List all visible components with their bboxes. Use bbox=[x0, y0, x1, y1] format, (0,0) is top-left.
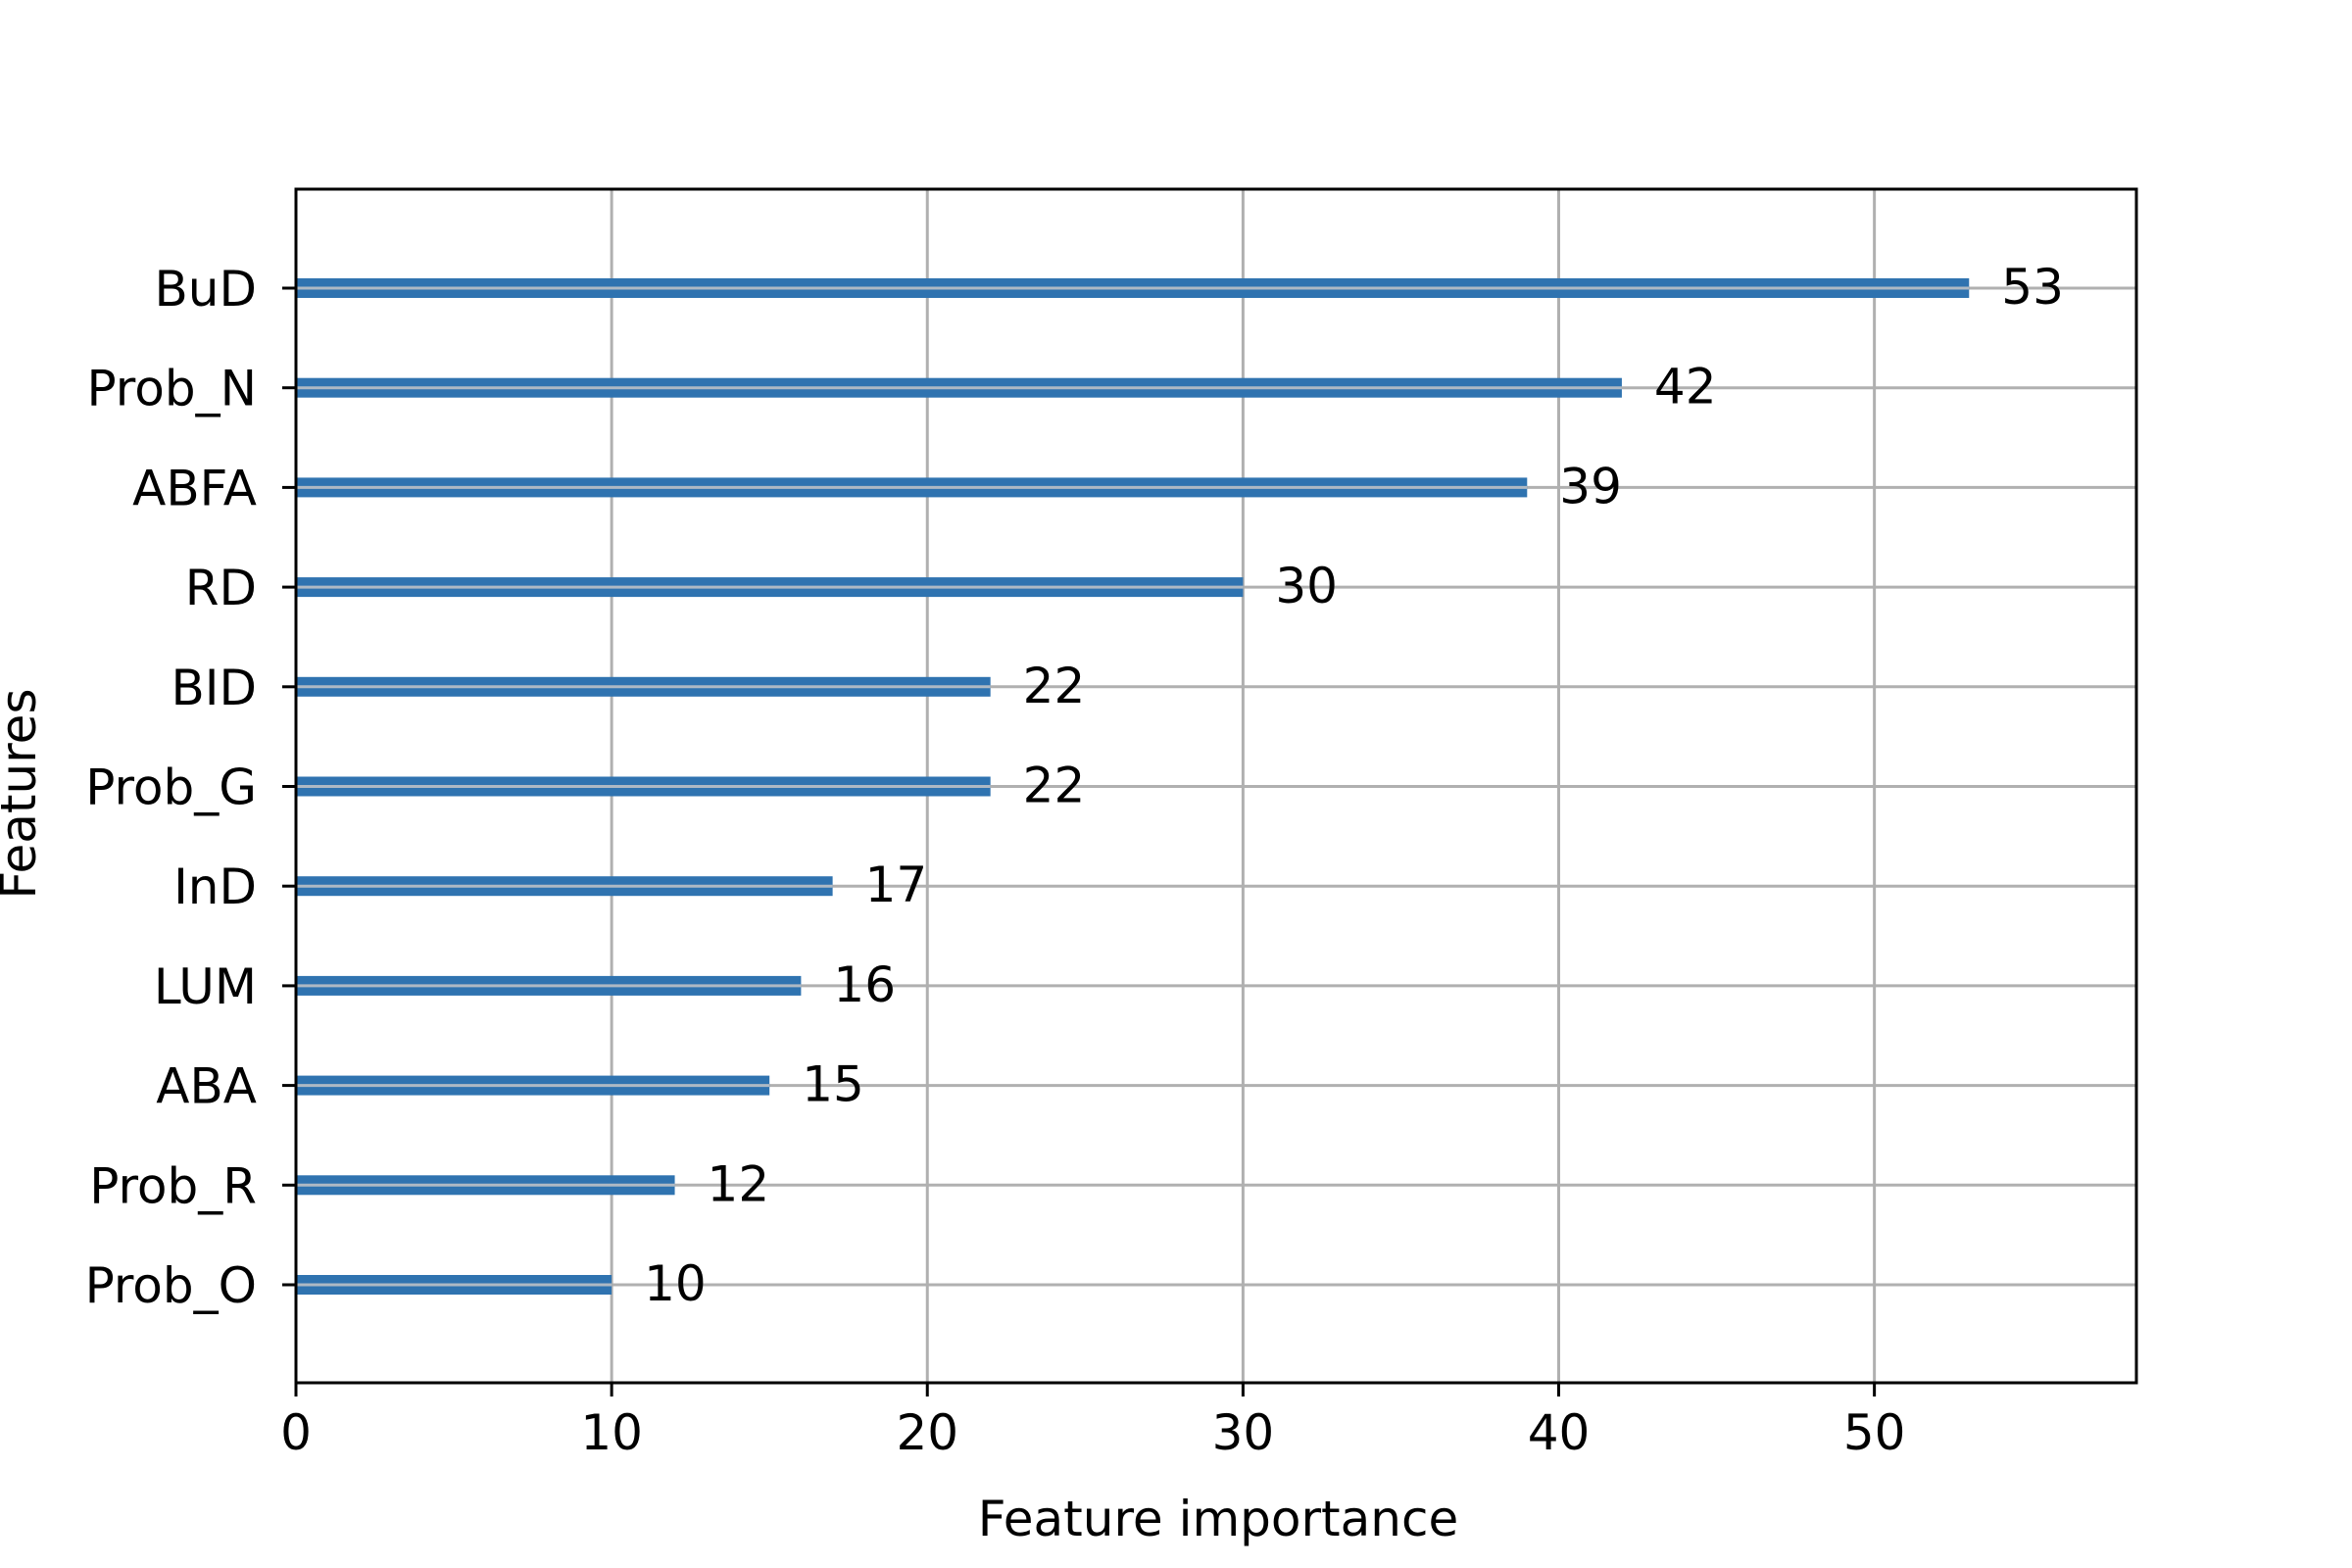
y-tick-label: ABFA bbox=[132, 460, 257, 516]
data-label: 16 bbox=[833, 956, 896, 1013]
y-tick-label: RD bbox=[185, 560, 257, 616]
x-tick-label: 40 bbox=[1528, 1404, 1591, 1461]
data-label: 39 bbox=[1559, 458, 1622, 514]
y-tick-label: Prob_N bbox=[87, 361, 257, 417]
data-label: 53 bbox=[2001, 259, 2064, 316]
x-tick-label: 50 bbox=[1843, 1404, 1906, 1461]
data-label: 22 bbox=[1023, 758, 1086, 814]
y-tick-label: ABA bbox=[156, 1058, 257, 1115]
y-tick-label: LUM bbox=[154, 958, 257, 1015]
y-tick-label: Prob_O bbox=[85, 1257, 257, 1314]
x-tick-label: 30 bbox=[1212, 1404, 1275, 1461]
x-tick-label: 20 bbox=[896, 1404, 958, 1461]
data-label: 22 bbox=[1023, 658, 1086, 714]
x-tick-label: 0 bbox=[280, 1404, 312, 1461]
data-label: 10 bbox=[644, 1255, 707, 1312]
x-tick-label: 10 bbox=[580, 1404, 643, 1461]
y-tick-label: Prob_R bbox=[89, 1157, 257, 1214]
data-label: 17 bbox=[865, 857, 928, 913]
y-tick-label: InD bbox=[173, 858, 257, 915]
y-tick-label: BID bbox=[171, 660, 257, 716]
data-label: 12 bbox=[708, 1155, 770, 1212]
y-tick-label: Prob_G bbox=[85, 760, 257, 816]
y-axis-label: Features bbox=[0, 689, 47, 900]
labels: 0 10 20 30 40 50 BuD 53 Prob_N 42 ABFA 39 RD 30 BID 22 P… bbox=[85, 259, 2064, 1461]
bars bbox=[296, 278, 1970, 1295]
axes bbox=[282, 187, 2138, 1396]
data-label: 30 bbox=[1275, 558, 1338, 614]
data-label: 15 bbox=[802, 1056, 864, 1113]
data-label: 42 bbox=[1654, 359, 1717, 416]
x-axis-label: Feature importance bbox=[978, 1491, 1459, 1547]
y-tick-label: BuD bbox=[155, 261, 258, 318]
